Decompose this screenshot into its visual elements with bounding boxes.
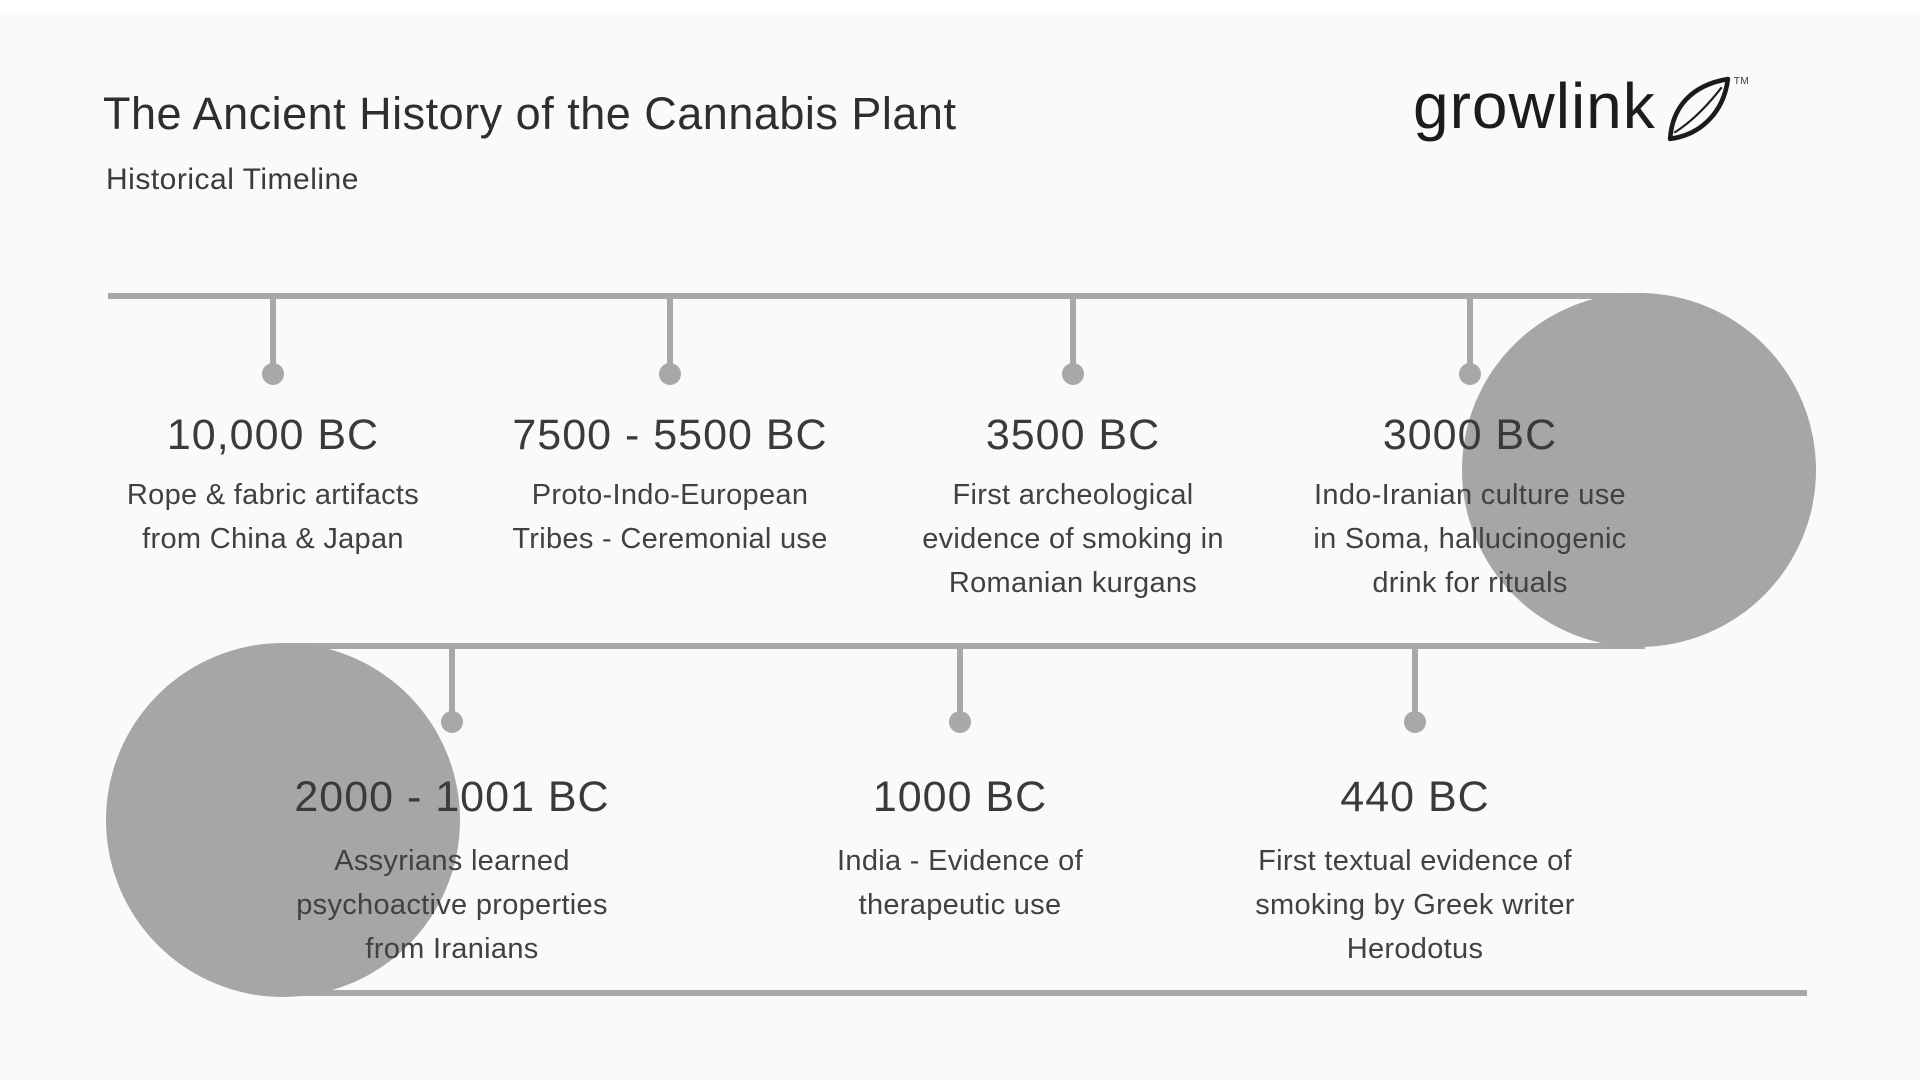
top-strip xyxy=(0,0,1920,12)
event-stem xyxy=(1467,296,1473,366)
event-dot xyxy=(659,363,681,385)
timeline-event-1000bc: 1000 BC India - Evidence of therapeutic … xyxy=(780,643,1140,973)
event-description: India - Evidence of therapeutic use xyxy=(837,845,1083,921)
event-stem xyxy=(449,646,455,714)
event-date: 3000 BC xyxy=(1382,411,1558,459)
growlink-logo: growlink TM xyxy=(1413,66,1749,166)
event-description: Proto-Indo-European Tribes - Ceremonial … xyxy=(512,479,828,555)
event-description: First archeological evidence of smoking … xyxy=(922,479,1224,599)
event-stem xyxy=(1070,296,1076,366)
decorative-circle-right xyxy=(1462,293,1816,647)
timeline-event-3500bc: 3500 BC First archeological evidence of … xyxy=(893,293,1253,623)
event-stem xyxy=(1412,646,1418,714)
event-description: First textual evidence of smoking by Gre… xyxy=(1255,845,1575,965)
timeline-bar-row2 xyxy=(283,643,1645,649)
timeline-event-10000bc: 10,000 BC Rope & fabric artifacts from C… xyxy=(93,293,453,623)
event-dot xyxy=(441,711,463,733)
timeline-bar-bottom xyxy=(283,990,1807,996)
timeline-event-440bc: 440 BC First textual evidence of smoking… xyxy=(1235,643,1595,973)
event-stem xyxy=(957,646,963,714)
event-stem xyxy=(667,296,673,366)
event-date: 1000 BC xyxy=(872,773,1048,821)
event-stem xyxy=(270,296,276,366)
leaf-icon xyxy=(1667,76,1730,142)
event-dot xyxy=(1404,711,1426,733)
event-date: 440 BC xyxy=(1340,773,1490,821)
timeline-bar-row1 xyxy=(108,293,1645,299)
event-date: 7500 - 5500 BC xyxy=(512,411,828,459)
event-dot xyxy=(262,363,284,385)
event-description: Indo-Iranian culture use in Soma, halluc… xyxy=(1313,479,1627,599)
event-description: Rope & fabric artifacts from China & Jap… xyxy=(126,479,420,555)
event-dot xyxy=(949,711,971,733)
trademark-symbol: TM xyxy=(1733,76,1750,87)
page-subtitle: Historical Timeline xyxy=(106,163,359,196)
timeline-event-3000bc: 3000 BC Indo-Iranian culture use in Soma… xyxy=(1290,293,1650,623)
event-date: 3500 BC xyxy=(985,411,1161,459)
event-date: 10,000 BC xyxy=(166,411,380,459)
event-date: 2000 - 1001 BC xyxy=(294,773,610,821)
event-dot xyxy=(1459,363,1481,385)
timeline-event-2000bc: 2000 - 1001 BC Assyrians learned psychoa… xyxy=(272,643,632,973)
event-dot xyxy=(1062,363,1084,385)
timeline-event-7500bc: 7500 - 5500 BC Proto-Indo-European Tribe… xyxy=(490,293,850,623)
event-description: Assyrians learned psychoactive propertie… xyxy=(296,845,608,965)
logo-wordmark: growlink xyxy=(1413,70,1656,142)
decorative-circle-left xyxy=(106,643,460,997)
page-title: The Ancient History of the Cannabis Plan… xyxy=(103,88,957,139)
